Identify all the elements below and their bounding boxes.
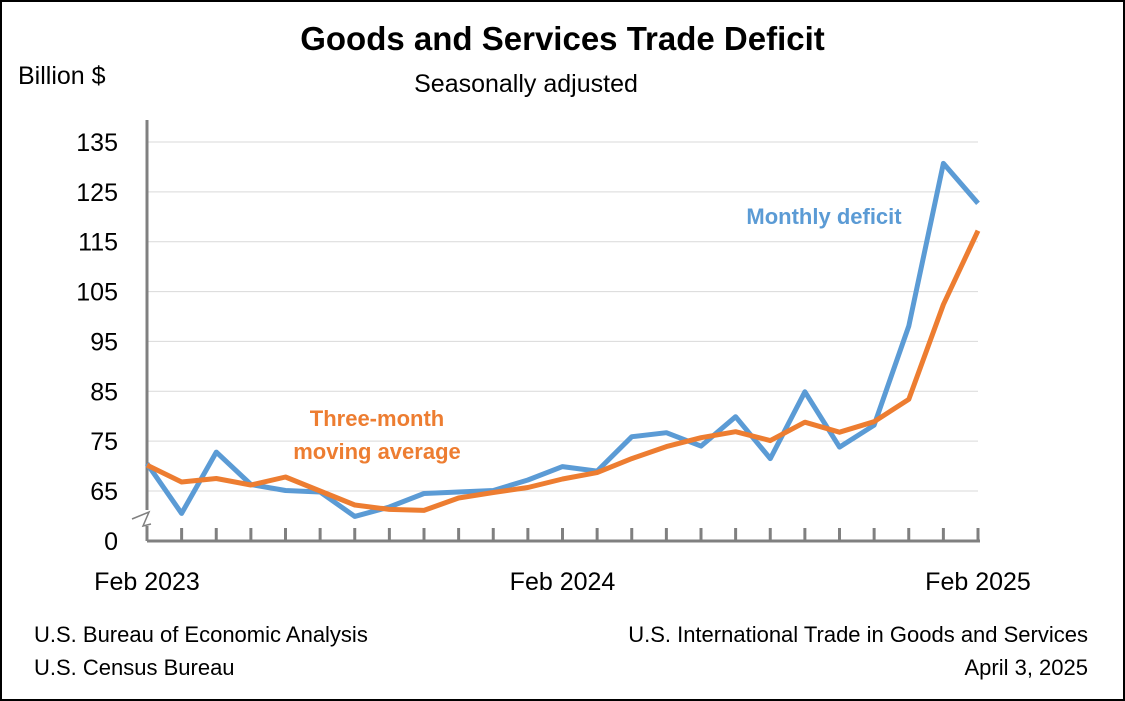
annotations: Monthly deficit Three-month moving average bbox=[293, 204, 902, 464]
y-tick-label: 135 bbox=[76, 129, 118, 157]
series-line-three-month-average bbox=[145, 229, 981, 513]
series-annotation: Three-month bbox=[310, 406, 444, 431]
y-tick-label: 85 bbox=[90, 378, 118, 406]
y-tick-label: 95 bbox=[90, 328, 118, 356]
x-ticks: Feb 2023 Feb 2024 Feb 2025 bbox=[94, 528, 1031, 596]
series-annotation: Monthly deficit bbox=[746, 204, 902, 229]
y-tick-label: 105 bbox=[76, 279, 118, 307]
release-date: April 3, 2025 bbox=[964, 655, 1088, 680]
series-annotation: moving average bbox=[293, 439, 461, 464]
source-census: U.S. Census Bureau bbox=[34, 655, 235, 680]
y-tick-label: 0 bbox=[104, 528, 118, 556]
y-tick-label: 125 bbox=[76, 179, 118, 207]
y-tick-label: 115 bbox=[78, 229, 118, 257]
y-tick-label: 75 bbox=[90, 428, 118, 456]
x-tick-label: Feb 2025 bbox=[925, 568, 1031, 596]
x-tick-label: Feb 2023 bbox=[94, 568, 200, 596]
source-bea: U.S. Bureau of Economic Analysis bbox=[34, 622, 368, 647]
axes bbox=[131, 120, 980, 543]
y-axis-unit-label: Billion $ bbox=[18, 62, 106, 90]
series-line-monthly-deficit bbox=[144, 160, 980, 519]
chart-title: Goods and Services Trade Deficit bbox=[300, 20, 825, 57]
series-lines bbox=[144, 160, 981, 519]
y-tick-labels: 0 65 75 85 95 105 115 125 135 bbox=[76, 129, 118, 556]
chart-subtitle: Seasonally adjusted bbox=[414, 70, 638, 98]
axis-break-mark bbox=[131, 510, 152, 528]
release-name: U.S. International Trade in Goods and Se… bbox=[628, 622, 1088, 647]
x-tick-label: Feb 2024 bbox=[510, 568, 616, 596]
y-tick-label: 65 bbox=[90, 478, 118, 506]
